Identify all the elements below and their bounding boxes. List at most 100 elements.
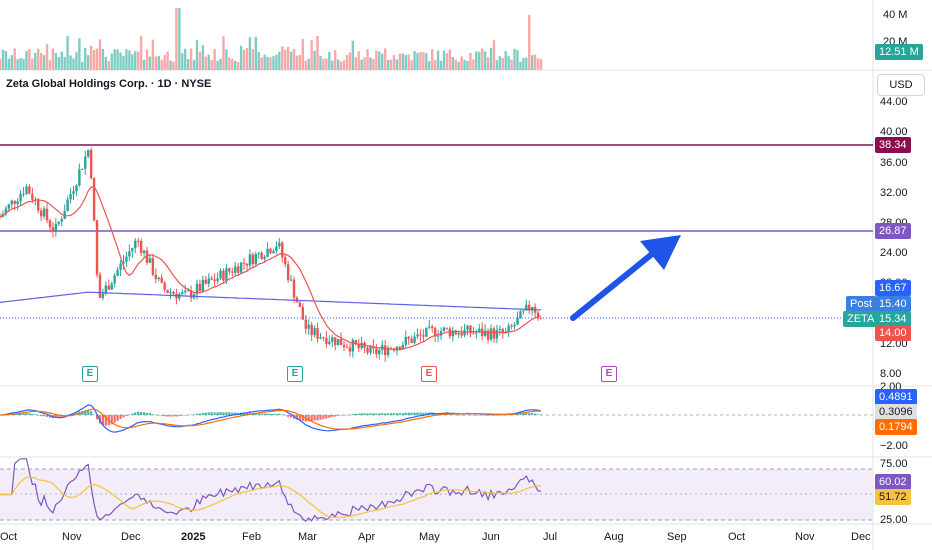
volume-bar [363,57,366,70]
macd-histogram-bar [448,414,451,415]
time-axis-label: Mar [298,531,317,543]
volume-bar [225,49,228,70]
ma-short-line[interactable] [0,186,542,351]
candle-body [254,254,257,265]
macd-histogram-bar [334,415,337,417]
volume-bar [189,48,193,70]
macd-histogram-bar [539,414,543,416]
volume-bar [178,8,181,70]
candle-body [78,169,81,186]
volume-bar [536,58,540,70]
macd-histogram-bar [37,415,40,416]
forecast-arrow[interactable] [570,235,681,321]
volume-bar [78,38,81,70]
macd-histogram-bar [272,413,275,415]
macd-histogram-bar [313,415,316,421]
ma-long-line[interactable] [0,291,542,311]
rsi-axis-label: 75.00 [880,458,908,470]
volume-bar [175,8,178,70]
volume-bar [528,15,531,70]
macd-histogram-bar [66,414,69,416]
macd-histogram-bar [536,414,540,415]
volume-bar [16,59,19,70]
macd-histogram-bar [463,414,466,416]
macd-histogram-bar [101,415,105,426]
candle-body [539,318,543,320]
macd-histogram-bar [160,415,163,416]
macd-histogram-bar [525,412,528,415]
macd-histogram-bar [342,415,346,416]
rsi-ma-line[interactable] [0,476,542,519]
volume-bar [369,57,372,70]
earnings-marker[interactable]: E [287,366,303,382]
volume-bar [478,51,481,70]
candle-body [4,208,8,215]
candle-body [469,325,472,334]
ma-short-tag: 14.00 [875,325,911,341]
candle-body [189,290,193,298]
candle-body [307,324,310,329]
volume-bar [510,59,513,70]
macd-histogram-bar [210,412,213,415]
candle-body [357,344,360,349]
rsi-line[interactable] [0,458,542,523]
currency-button[interactable]: USD [877,74,925,96]
candle-body [439,331,443,336]
volume-bar [284,49,287,70]
volume-bar [354,57,357,70]
candle-body [275,246,278,251]
candle-body [286,264,290,280]
volume-bar [110,53,113,70]
macd-histogram-bar [519,413,522,415]
rsi-ma-tag: 51.72 [875,489,911,505]
candle-body [336,339,340,346]
candle-body [301,306,305,320]
macd-histogram-bar [116,415,119,421]
candle-body [195,283,199,295]
volume-bar [357,51,360,70]
earnings-marker[interactable]: E [82,366,98,382]
volume-bar [60,51,63,70]
earnings-marker[interactable]: E [601,366,617,382]
macd-histogram-bar [384,413,387,415]
volume-bar [139,36,143,70]
macd-axis-label: −2.00 [880,440,908,452]
candle-body [113,275,116,284]
volume-bar [201,45,205,70]
macd-histogram-bar [266,413,269,415]
volume-bar [436,50,440,70]
volume-bar [119,52,122,70]
macd-line[interactable] [0,404,542,433]
price-axis-label: 36.00 [880,157,908,169]
macd-histogram-bar [166,415,169,417]
candle-body [37,199,40,211]
candle-body [322,337,325,339]
earnings-marker[interactable]: E [421,366,437,382]
volume-bar [128,50,131,70]
volume-bar [392,55,396,70]
candles[interactable] [0,147,543,362]
volume-bar [428,61,431,70]
macd-histogram-bar [245,412,249,415]
macd-histogram-bar [57,415,60,418]
candle-body [184,290,187,293]
candle-body [466,325,469,330]
macd-histogram-bar [522,413,525,415]
volume-bar [539,59,543,70]
candle-body [442,327,446,332]
macd-histogram-bar [381,413,384,415]
candle-body [445,327,449,329]
macd-signal-line[interactable] [0,408,542,430]
candle-body [225,268,228,281]
macd-histogram[interactable] [0,409,543,426]
time-axis-label: Apr [358,531,376,543]
candle-body [7,204,11,209]
volume-bar [251,49,255,70]
volume-bar [383,48,387,70]
macd-histogram-bar [486,415,490,416]
volume-bar [366,49,369,70]
macd-histogram-bar [148,413,152,415]
volume-bars[interactable] [0,8,543,70]
volume-bar [145,49,149,70]
